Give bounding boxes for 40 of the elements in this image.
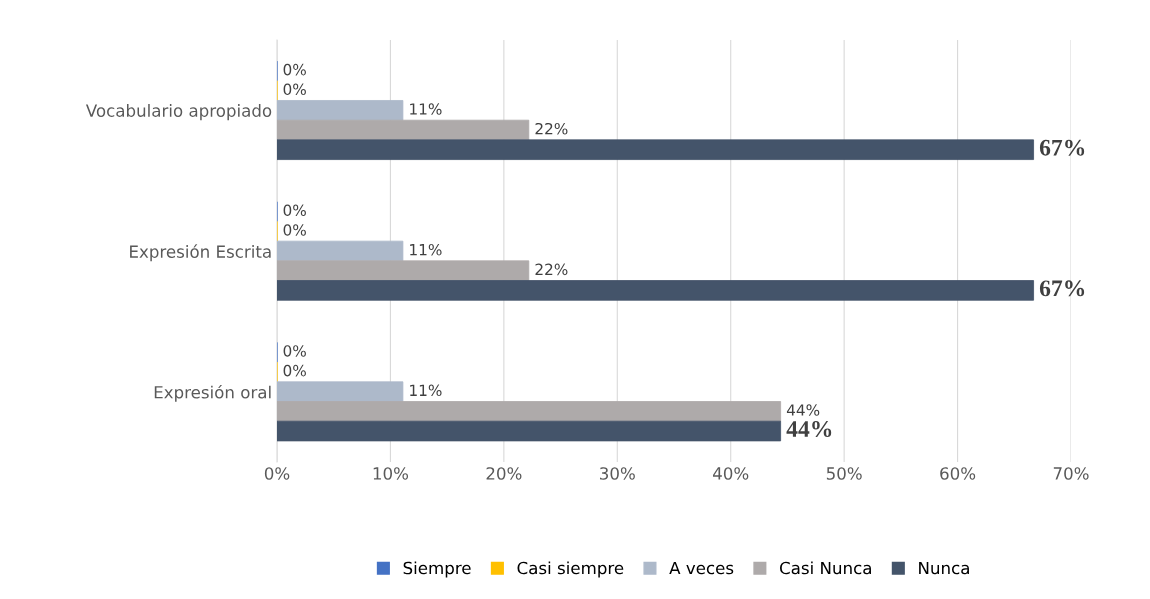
data-label: 0% [283,345,306,357]
legend-label: Nunca [919,561,969,575]
bar [277,280,1034,301]
legend-label: A veces [669,561,734,575]
x-tick-label: 20% [486,467,522,480]
data-label: 44% [786,404,820,416]
data-label: 0% [283,224,306,236]
x-tick-label: 0% [264,467,290,480]
y-tick-label: Expresión oral [154,385,271,402]
data-label: 0% [283,83,306,96]
bar [277,240,404,262]
bar [277,401,782,422]
y-tick-label: Expresión Escrita [130,244,271,262]
x-tick-label: 40% [713,467,749,480]
data-label: 0% [283,63,306,76]
legend-label: Casi siempre [517,561,624,578]
bar [277,119,530,141]
bar [277,139,1034,160]
legend-label: Siempre [403,561,471,578]
data-label: 0% [283,364,306,377]
bar [277,420,782,442]
y-tick-label: Vocabulario apropiado [85,104,272,121]
data-label: 11% [410,384,442,397]
bar [277,260,530,281]
data-label: 67% [1039,139,1085,156]
x-tick-label: 60% [940,467,976,480]
x-tick-label: 70% [1053,467,1089,480]
data-label: 22% [535,263,568,276]
data-label: 44% [786,421,832,438]
legend-label: Casi Nunca [779,561,871,575]
data-label: 22% [535,122,568,135]
x-tick-label: 10% [373,467,409,480]
data-label: 0% [283,204,306,217]
data-label: 11% [410,103,442,115]
x-tick-label: 50% [826,467,862,480]
x-tick-label: 30% [600,467,635,480]
bar [277,381,404,402]
data-label: 67% [1039,280,1085,297]
bar [277,100,404,121]
data-label: 11% [410,243,442,256]
